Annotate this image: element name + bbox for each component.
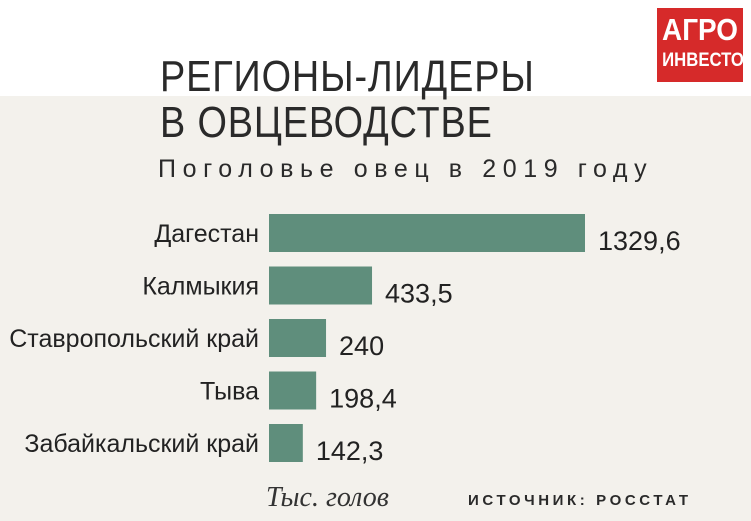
bar-0 (269, 214, 585, 252)
value-label-1: 433,5 (385, 279, 453, 309)
logo-line-1: АГРО (662, 12, 738, 47)
value-label-2: 240 (339, 331, 384, 361)
chart-title-line-1: РЕГИОНЫ-ЛИДЕРЫ (160, 52, 535, 101)
bar-1 (269, 266, 373, 305)
chart-title-line-2: В ОВЦЕВОДСТВЕ (160, 98, 493, 147)
bar-4 (269, 424, 303, 462)
chart-title: РЕГИОНЫ-ЛИДЕРЫ В ОВЦЕВОДСТВЕ (160, 54, 573, 146)
bar-3 (269, 371, 317, 410)
category-label-3: Тыва (200, 378, 259, 406)
logo-line-2: ИНВЕСТОР (662, 50, 751, 71)
unit-label: Тыс. голов (266, 482, 389, 513)
category-label-2: Ставропольский край (9, 325, 259, 353)
bar-2 (269, 319, 327, 357)
value-label-4: 142,3 (316, 436, 384, 466)
category-label-4: Забайкальский край (24, 430, 259, 458)
value-label-0: 1329,6 (598, 226, 681, 256)
chart-subtitle: Поголовье овец в 2019 году (158, 155, 654, 183)
value-label-3: 198,4 (329, 384, 397, 414)
agroinvestor-logo: АГРО ИНВЕСТОР (657, 8, 751, 82)
category-label-0: Дагестан (154, 220, 259, 248)
source-label: ИСТОЧНИК: РОССТАТ (468, 492, 692, 509)
category-label-1: Калмыкия (142, 273, 259, 301)
